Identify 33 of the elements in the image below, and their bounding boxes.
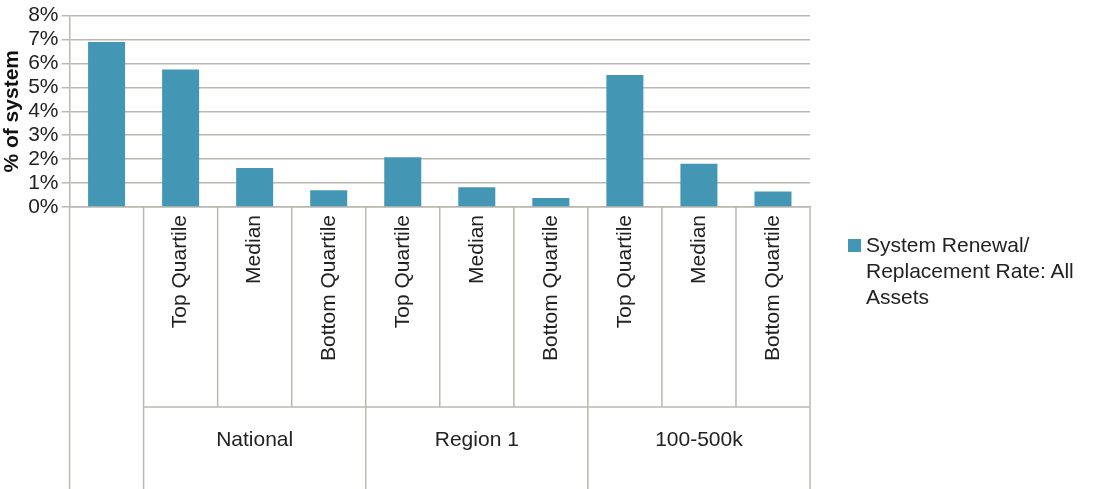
bar <box>458 187 496 207</box>
y-axis-title: % of system <box>0 50 23 173</box>
legend-label: System Renewal/ Replacement Rate: All Assets <box>866 232 1075 310</box>
x-tick-label: Bottom Quartile <box>315 215 339 361</box>
bar <box>88 41 126 207</box>
y-tick-label: 1% <box>28 169 59 193</box>
text: National <box>216 426 294 450</box>
text: Region 1 <box>434 426 519 450</box>
bar <box>162 69 200 207</box>
x-tick-label: Top Quartile <box>167 215 191 329</box>
bar <box>236 168 274 207</box>
x-tick-label: Median <box>241 215 265 284</box>
text: 100-500k <box>655 426 744 450</box>
bar <box>384 157 422 207</box>
x-tick-label: Median <box>685 215 709 284</box>
y-tick-label: 2% <box>28 145 59 169</box>
bar <box>680 163 718 207</box>
x-tick-label: Top Quartile <box>611 215 635 329</box>
bar <box>310 190 348 207</box>
x-tick-label: Bottom Quartile <box>759 215 783 361</box>
y-tick-label: 8% <box>28 2 59 26</box>
y-tick-label: 0% <box>28 193 59 217</box>
y-tick-label: 5% <box>28 74 59 98</box>
bar <box>606 74 644 207</box>
y-tick-label: 4% <box>28 98 59 122</box>
y-tick-label: 3% <box>28 122 59 146</box>
x-tick-label: Median <box>463 215 487 284</box>
x-tick-label: Bottom Quartile <box>537 215 561 361</box>
x-tick-label: Top Quartile <box>389 215 413 329</box>
bar <box>754 191 792 207</box>
y-tick-label: 7% <box>28 26 59 50</box>
y-tick-label: 6% <box>28 50 59 74</box>
bar <box>532 197 570 207</box>
